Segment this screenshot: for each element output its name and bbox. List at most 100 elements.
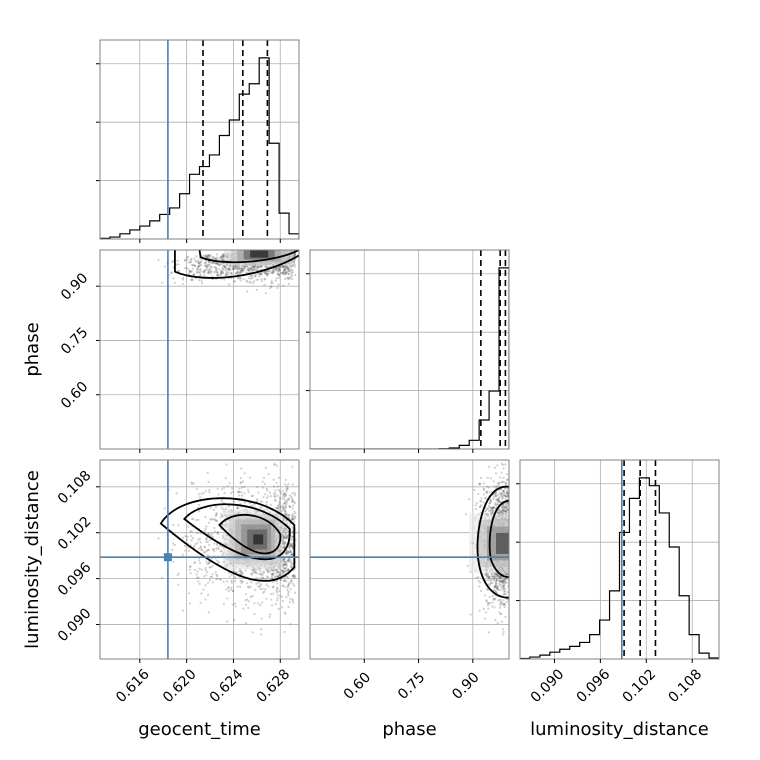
sample-point (189, 261, 192, 264)
sample-point (479, 482, 482, 485)
sample-point (281, 570, 284, 574)
sample-point (260, 628, 263, 631)
sample-point (185, 266, 188, 270)
sample-point (187, 525, 190, 528)
sample-point (262, 577, 265, 580)
sample-point (267, 576, 270, 579)
sample-point (265, 270, 269, 273)
sample-point (511, 554, 513, 556)
sample-point (270, 285, 273, 288)
sample-point (234, 272, 237, 275)
sample-point (205, 550, 208, 553)
sample-point (233, 575, 236, 578)
sample-point (511, 555, 513, 557)
sample-point (184, 267, 187, 270)
sample-point (266, 495, 270, 498)
sample-point (504, 505, 507, 508)
sample-point (275, 464, 278, 467)
sample-point (502, 578, 505, 581)
sample-point (258, 585, 261, 588)
sample-point (506, 598, 509, 601)
sample-point (221, 270, 224, 273)
sample-point (230, 487, 234, 490)
sample-point (227, 267, 230, 270)
sample-point (495, 574, 498, 577)
sample-point (283, 517, 286, 520)
sample-point (218, 262, 221, 265)
sample-point (282, 579, 285, 583)
sample-point (286, 536, 289, 539)
sample-point (292, 247, 294, 249)
sample-point (238, 494, 241, 497)
sample-point (211, 275, 214, 278)
sample-point (282, 563, 285, 567)
sample-point (291, 553, 294, 556)
sample-point (193, 273, 196, 277)
sample-point (190, 278, 194, 281)
sample-point (494, 586, 497, 589)
sample-point (287, 568, 290, 571)
sample-point (287, 558, 291, 561)
sample-point (219, 273, 222, 276)
sample-point (286, 558, 290, 561)
sample-point (251, 571, 255, 575)
sample-point (284, 494, 287, 497)
sample-point (276, 485, 280, 488)
sample-point (219, 274, 223, 277)
sample-point (200, 281, 204, 285)
sample-point (499, 575, 502, 578)
sample-point (239, 279, 242, 282)
sample-point (286, 266, 289, 269)
sample-point (502, 630, 505, 634)
sample-point (192, 273, 195, 277)
sample-point (240, 269, 244, 272)
sample-point (510, 578, 512, 580)
histogram-phase (310, 267, 509, 449)
sample-point (270, 573, 273, 576)
sample-point (249, 585, 252, 588)
sample-point (291, 277, 294, 281)
sample-point (275, 572, 278, 575)
sample-point (503, 589, 506, 593)
sample-point (283, 269, 286, 272)
sample-point (251, 282, 254, 285)
sample-point (269, 503, 273, 506)
sample-point (200, 549, 204, 552)
sample-point (189, 565, 192, 568)
sample-point (254, 274, 257, 278)
sample-point (251, 265, 254, 268)
sample-point (464, 513, 467, 516)
sample-point (285, 513, 288, 516)
sample-point (294, 591, 297, 594)
sample-point (477, 575, 480, 579)
sample-point (199, 261, 202, 264)
sample-point (217, 263, 220, 266)
sample-point (480, 497, 483, 500)
sample-point (220, 271, 223, 274)
sample-point (489, 578, 492, 581)
sample-point (186, 258, 189, 261)
sample-point (510, 575, 512, 577)
sample-point (266, 569, 270, 572)
sample-point (216, 577, 219, 580)
sample-point (292, 247, 294, 249)
sample-point (251, 494, 254, 497)
sample-point (251, 274, 254, 277)
sample-point (502, 496, 505, 499)
sample-point (492, 510, 495, 513)
sample-point (285, 535, 288, 538)
sample-point (246, 488, 250, 491)
sample-point (242, 268, 246, 272)
sample-point (478, 609, 481, 612)
sample-point (203, 551, 206, 554)
sample-point (290, 497, 293, 500)
sample-point (509, 553, 511, 555)
sample-point (286, 513, 289, 516)
sample-point (251, 266, 254, 269)
sample-point (190, 517, 194, 521)
sample-point (287, 590, 290, 593)
y-tick-label: 0.108 (55, 468, 95, 508)
sample-point (266, 489, 269, 492)
sample-point (293, 246, 295, 248)
panel-frame (309, 249, 510, 450)
